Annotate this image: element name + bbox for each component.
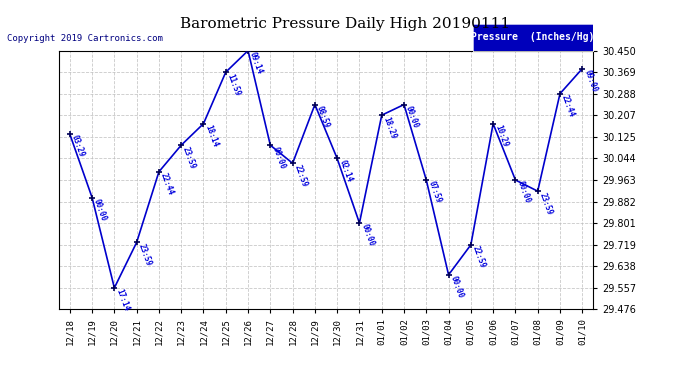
Text: 07:59: 07:59 bbox=[426, 180, 443, 205]
Text: Copyright 2019 Cartronics.com: Copyright 2019 Cartronics.com bbox=[7, 34, 163, 43]
Text: 17:14: 17:14 bbox=[115, 288, 130, 313]
Text: 00:00: 00:00 bbox=[404, 105, 420, 129]
Text: 23:59: 23:59 bbox=[137, 242, 153, 267]
Text: 22:44: 22:44 bbox=[560, 94, 576, 118]
Text: 03:29: 03:29 bbox=[70, 134, 86, 159]
Text: 18:14: 18:14 bbox=[204, 124, 220, 148]
Text: 00:00: 00:00 bbox=[270, 145, 286, 170]
Text: 11:59: 11:59 bbox=[226, 72, 242, 97]
Text: 00:00: 00:00 bbox=[515, 180, 532, 205]
Text: 22:59: 22:59 bbox=[471, 245, 487, 270]
Text: 23:59: 23:59 bbox=[538, 191, 554, 216]
Text: 02:14: 02:14 bbox=[337, 159, 353, 183]
Text: 00:00: 00:00 bbox=[92, 198, 108, 222]
Text: 08:59: 08:59 bbox=[315, 105, 331, 129]
Text: 10:29: 10:29 bbox=[493, 124, 509, 148]
Text: 09:00: 09:00 bbox=[582, 69, 599, 93]
Text: 22:59: 22:59 bbox=[293, 163, 309, 188]
Text: 00:00: 00:00 bbox=[359, 223, 376, 248]
Text: 22:44: 22:44 bbox=[159, 172, 175, 196]
Text: 00:00: 00:00 bbox=[448, 275, 465, 300]
Text: 18:29: 18:29 bbox=[382, 115, 398, 140]
Text: Barometric Pressure Daily High 20190111: Barometric Pressure Daily High 20190111 bbox=[180, 17, 510, 31]
Text: 09:14: 09:14 bbox=[248, 51, 264, 75]
Text: 23:59: 23:59 bbox=[181, 145, 197, 170]
Text: Pressure  (Inches/Hg): Pressure (Inches/Hg) bbox=[471, 33, 595, 42]
